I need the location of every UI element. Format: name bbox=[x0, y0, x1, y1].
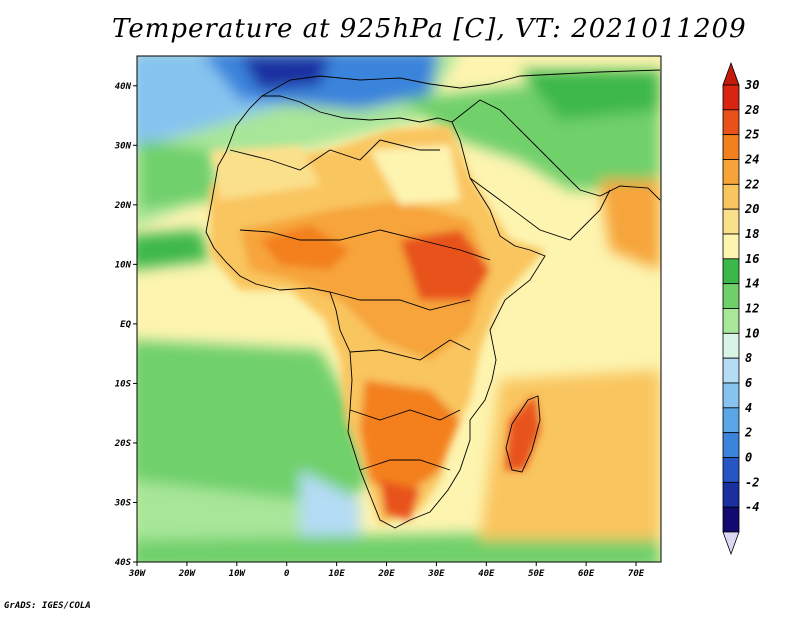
colorbar-label: 28 bbox=[744, 103, 759, 117]
lat-label: EQ bbox=[120, 320, 131, 330]
colorbar-swatch bbox=[722, 407, 740, 434]
colorbar-swatch bbox=[722, 208, 740, 235]
colorbar-label: 8 bbox=[745, 351, 752, 365]
colorbar-label: 12 bbox=[745, 302, 759, 316]
colorbar-swatch bbox=[722, 432, 740, 458]
colorbar-swatch bbox=[722, 258, 740, 285]
lon-label: 20E bbox=[377, 569, 395, 579]
colorbar-label: 16 bbox=[745, 252, 759, 266]
lon-label: 60E bbox=[578, 569, 595, 579]
lat-label: 20S bbox=[114, 439, 132, 449]
colorbar-label: 4 bbox=[745, 401, 752, 415]
lon-label: 20W bbox=[178, 569, 197, 579]
colorbar-label: 24 bbox=[744, 153, 759, 167]
colorbar-swatch bbox=[722, 332, 740, 359]
colorbar-label: 14 bbox=[745, 277, 759, 291]
lon-label: 70E bbox=[628, 569, 645, 579]
colorbar-label: 20 bbox=[744, 202, 759, 216]
map-frame bbox=[136, 55, 662, 563]
map-title: Temperature at 925hPa [C], VT: 202101120… bbox=[112, 14, 747, 44]
colorbar-bottom-arrow bbox=[722, 531, 740, 556]
colorbar-label: 6 bbox=[745, 376, 752, 390]
colorbar-swatch bbox=[722, 481, 740, 508]
colorbar-swatch bbox=[722, 308, 740, 334]
colorbar-label: 30 bbox=[744, 78, 759, 92]
colorbar-label: 10 bbox=[745, 326, 759, 340]
lat-label: 40S bbox=[115, 558, 132, 568]
lon-label: 10E bbox=[328, 569, 345, 579]
colorbar-swatch bbox=[722, 183, 740, 210]
lat-label: 10N bbox=[115, 260, 132, 270]
map-field bbox=[137, 56, 661, 562]
lat-label: 40N bbox=[115, 82, 132, 92]
lon-label: 30W bbox=[128, 569, 147, 579]
lat-label: 20N bbox=[114, 201, 132, 211]
grads-credit: GrADS: IGES/COLA bbox=[4, 601, 91, 611]
colorbar-top-arrow bbox=[722, 61, 740, 86]
colorbar-swatch bbox=[722, 457, 740, 483]
colorbar-label: -4 bbox=[745, 500, 759, 514]
colorbar-label: 25 bbox=[744, 128, 759, 142]
lon-label: 50E bbox=[528, 569, 545, 579]
colorbar-swatch bbox=[722, 382, 740, 409]
lon-label: 10W bbox=[229, 569, 247, 579]
colorbar-swatch bbox=[722, 109, 740, 136]
colorbar-swatch bbox=[722, 159, 740, 185]
lon-label: 40E bbox=[478, 569, 495, 579]
colorbar-label: 2 bbox=[744, 426, 752, 440]
colorbar-swatch bbox=[722, 134, 740, 160]
colorbar-label: 0 bbox=[745, 451, 752, 465]
coastlines bbox=[205, 69, 661, 529]
colorbar-label: -2 bbox=[745, 475, 759, 489]
lat-label: 30N bbox=[114, 141, 132, 151]
colorbar-swatch bbox=[722, 84, 740, 111]
colorbar-label: 22 bbox=[744, 177, 759, 191]
lat-label: 30S bbox=[114, 498, 132, 508]
colorbar-swatch bbox=[722, 233, 740, 260]
colorbar-swatch bbox=[722, 283, 740, 309]
colorbar-swatch bbox=[722, 357, 740, 384]
colorbar-swatch bbox=[722, 506, 740, 533]
colorbar-label: 18 bbox=[745, 227, 759, 241]
lat-label: 10S bbox=[115, 379, 132, 389]
lon-label: 30E bbox=[427, 569, 445, 579]
lon-label: 0 bbox=[284, 569, 290, 579]
